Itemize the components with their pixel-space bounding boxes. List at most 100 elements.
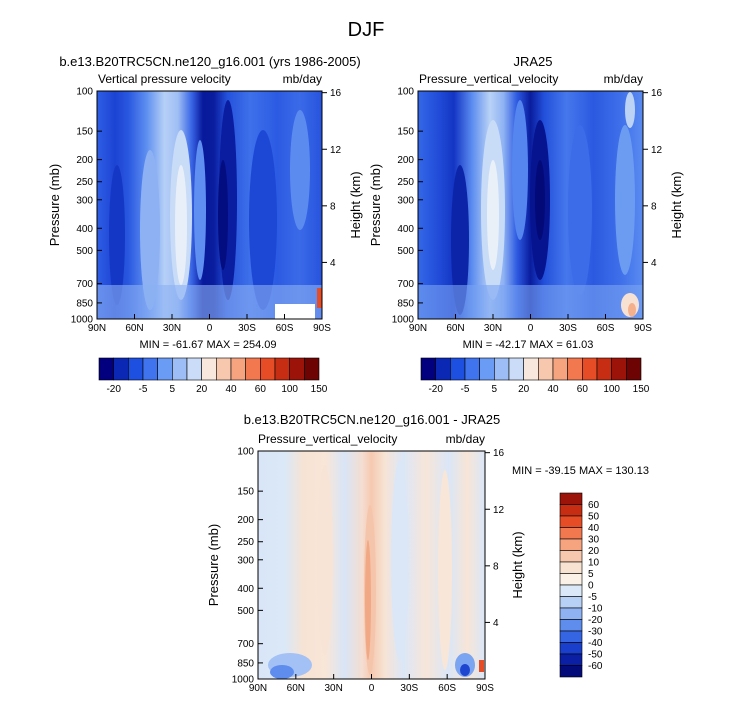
y-axis-right-label: Height (km)	[669, 171, 684, 238]
heatmap-blob	[625, 92, 635, 128]
colorbar-label: 0	[588, 581, 594, 592]
colorbar-label: 100	[281, 384, 298, 395]
colorbar-swatch	[559, 538, 583, 551]
colorbar-label: -50	[588, 650, 603, 661]
x-tick-label: 30S	[559, 323, 577, 334]
x-tick-label: 90S	[313, 323, 331, 334]
heatmap-blob	[460, 664, 470, 676]
heatmap-blob	[615, 125, 635, 275]
stats-text: MIN = -61.67 MAX = 254.09	[140, 339, 277, 351]
colorbar-label: -5	[461, 384, 470, 395]
heatmap-blob	[438, 470, 452, 670]
colorbar-swatch	[559, 619, 583, 632]
colorbar-swatch	[559, 573, 583, 586]
y-tick-label: 250	[237, 537, 254, 548]
colorbar-swatch	[230, 357, 246, 381]
colorbar-swatch	[450, 357, 466, 381]
y-right-tick-label: 4	[493, 618, 499, 629]
colorbar-swatch	[559, 504, 583, 517]
colorbar-label: 100	[603, 384, 620, 395]
colorbar-swatch	[559, 527, 583, 540]
colorbar-label: 40	[225, 384, 237, 395]
y-right-tick-label: 4	[651, 258, 657, 269]
x-tick-label: 60N	[446, 323, 464, 334]
colorbar-label: 40	[547, 384, 559, 395]
x-tick-label: 90N	[249, 683, 267, 694]
x-tick-label: 0	[207, 323, 213, 334]
heatmap-blob	[194, 140, 206, 280]
panel-reanalysis: JRA25 Pressure_vertical_velocity mb/day …	[368, 54, 684, 395]
colorbar-label: 5	[588, 569, 594, 580]
colorbar-swatch	[582, 357, 598, 381]
colorbar-swatch	[98, 357, 114, 381]
x-tick-label: 0	[528, 323, 534, 334]
colorbar-swatch	[494, 357, 510, 381]
x-tick-label: 60N	[287, 683, 305, 694]
heatmap-field	[97, 91, 322, 319]
heatmap-blob	[391, 460, 409, 660]
y-axis-right-label: Height (km)	[348, 171, 363, 238]
y-tick-label: 300	[397, 195, 414, 206]
colorbar-label: -30	[588, 627, 603, 638]
colorbar-swatch	[626, 357, 642, 381]
colorbar-swatch	[559, 596, 583, 609]
heatmap-blob	[317, 465, 333, 655]
x-tick-label: 90S	[634, 323, 652, 334]
heatmap-blob	[249, 130, 277, 310]
y-tick-label: 500	[397, 246, 414, 257]
y-tick-label: 850	[76, 298, 93, 309]
y-right-tick-label: 16	[330, 88, 342, 99]
x-tick-label: 60S	[276, 323, 294, 334]
colorbar-label: 150	[311, 384, 328, 395]
panel-subtitle-left: Pressure_vertical_velocity	[419, 72, 558, 86]
y-right-tick-label: 12	[651, 145, 663, 156]
x-axis: 90N 60N 30N 0 30S 60S 90S	[249, 674, 494, 694]
y-axis-label: Pressure (mb)	[47, 164, 62, 246]
colorbar-label: 10	[588, 558, 600, 569]
colorbar-label: 150	[633, 384, 650, 395]
y-tick-label: 150	[397, 127, 414, 138]
heatmap-field	[258, 451, 485, 679]
x-tick-label: 60S	[438, 683, 456, 694]
colorbar-swatch	[559, 515, 583, 528]
y-tick-label: 100	[76, 87, 93, 98]
x-tick-label: 30N	[324, 683, 342, 694]
y-tick-label: 1000	[71, 315, 94, 326]
panel-title: JRA25	[513, 54, 552, 69]
colorbar-label: -10	[588, 604, 603, 615]
heatmap-blob	[317, 288, 322, 308]
colorbar-swatch	[260, 357, 276, 381]
y-axis: 100 150 200 250 300 400 500 700 850 1000 16 12 8 4	[392, 87, 663, 326]
y-right-tick-label: 8	[330, 201, 336, 212]
colorbar-swatch	[274, 357, 290, 381]
colorbar: -20 -5 5 20 40 60 100 150	[98, 357, 328, 395]
colorbar-swatch	[142, 357, 158, 381]
heatmap-blob	[218, 160, 228, 270]
colorbar-label: 20	[518, 384, 530, 395]
colorbar-swatch	[479, 357, 495, 381]
heatmap-boundary-layer	[418, 285, 643, 319]
colorbar-label: 60	[588, 500, 600, 511]
stats-text: MIN = -42.17 MAX = 61.03	[463, 339, 594, 351]
heatmap-blob	[512, 100, 528, 240]
colorbar-swatch	[567, 357, 583, 381]
colorbar-label: -20	[106, 384, 121, 395]
y-tick-label: 250	[76, 177, 93, 188]
colorbar-swatch	[611, 357, 627, 381]
colorbar-label: 50	[588, 512, 600, 523]
y-tick-label: 700	[76, 279, 93, 290]
heatmap-mask	[275, 304, 315, 319]
y-axis-label: Pressure (mb)	[206, 524, 221, 606]
y-tick-label: 400	[397, 224, 414, 235]
colorbar-swatch	[559, 607, 583, 620]
figure-title: DJF	[348, 19, 385, 41]
colorbar-swatch	[559, 492, 583, 505]
heatmap-blob	[628, 303, 636, 317]
x-tick-label: 60S	[597, 323, 615, 334]
x-tick-label: 0	[369, 683, 375, 694]
panel-subtitle-right: mb/day	[604, 72, 643, 86]
heatmap-blob	[535, 160, 545, 240]
colorbar-label: 20	[588, 546, 600, 557]
